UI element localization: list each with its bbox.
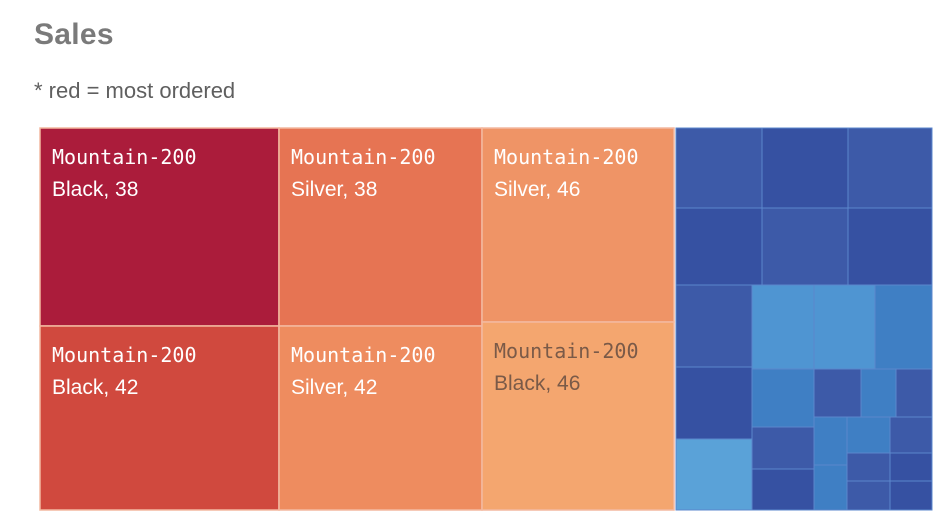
treemap-cell-unlabeled[interactable] xyxy=(846,416,891,454)
treemap-cell[interactable] xyxy=(278,325,483,511)
treemap-cell-unlabeled[interactable] xyxy=(761,207,849,286)
treemap-cell-unlabeled[interactable] xyxy=(895,368,933,418)
cell-value-label: Black, 38 xyxy=(52,178,138,201)
treemap-cell-unlabeled[interactable] xyxy=(889,452,933,482)
cell-product-label: Mountain-200 xyxy=(494,145,639,169)
treemap-cell-unlabeled[interactable] xyxy=(813,284,876,370)
treemap-cell-unlabeled[interactable] xyxy=(675,127,763,209)
chart-subtitle: * red = most ordered xyxy=(34,78,236,103)
treemap-cell-unlabeled[interactable] xyxy=(889,480,933,511)
treemap-cell-unlabeled[interactable] xyxy=(813,416,848,466)
cell-value-label: Black, 42 xyxy=(52,376,138,399)
treemap-cell-unlabeled[interactable] xyxy=(813,368,862,418)
treemap-cell-unlabeled[interactable] xyxy=(751,468,815,511)
treemap-cell-unlabeled[interactable] xyxy=(813,464,848,511)
cell-product-label: Mountain-200 xyxy=(52,145,197,169)
treemap-cell-unlabeled[interactable] xyxy=(751,284,815,370)
cell-product-label: Mountain-200 xyxy=(291,343,436,367)
cell-value-label: Silver, 46 xyxy=(494,178,580,201)
treemap-cell[interactable] xyxy=(481,127,675,323)
treemap-cell-unlabeled[interactable] xyxy=(761,127,849,209)
cell-value-label: Silver, 38 xyxy=(291,178,377,201)
cell-product-label: Mountain-200 xyxy=(52,343,197,367)
treemap-cell[interactable] xyxy=(481,321,675,511)
treemap-cell-unlabeled[interactable] xyxy=(860,368,897,418)
treemap-cell-unlabeled[interactable] xyxy=(847,207,933,286)
treemap-cell-unlabeled[interactable] xyxy=(675,366,753,440)
cell-product-label: Mountain-200 xyxy=(291,145,436,169)
cell-value-label: Black, 46 xyxy=(494,372,580,395)
treemap-cell-unlabeled[interactable] xyxy=(846,480,891,511)
cell-product-label: Mountain-200 xyxy=(494,339,639,363)
treemap-cell-unlabeled[interactable] xyxy=(751,426,815,470)
treemap-cell-unlabeled[interactable] xyxy=(874,284,933,370)
treemap-cell-unlabeled[interactable] xyxy=(675,284,753,368)
treemap-cell-unlabeled[interactable] xyxy=(847,127,933,209)
treemap-cell-unlabeled[interactable] xyxy=(675,207,763,286)
treemap-cell[interactable] xyxy=(278,127,483,327)
treemap-cell-unlabeled[interactable] xyxy=(889,416,933,454)
chart-title: Sales xyxy=(34,18,114,51)
cell-value-label: Silver, 42 xyxy=(291,376,377,399)
treemap-cell-unlabeled[interactable] xyxy=(846,452,891,482)
treemap-cell-unlabeled[interactable] xyxy=(675,438,753,511)
treemap-cell-unlabeled[interactable] xyxy=(751,368,815,428)
